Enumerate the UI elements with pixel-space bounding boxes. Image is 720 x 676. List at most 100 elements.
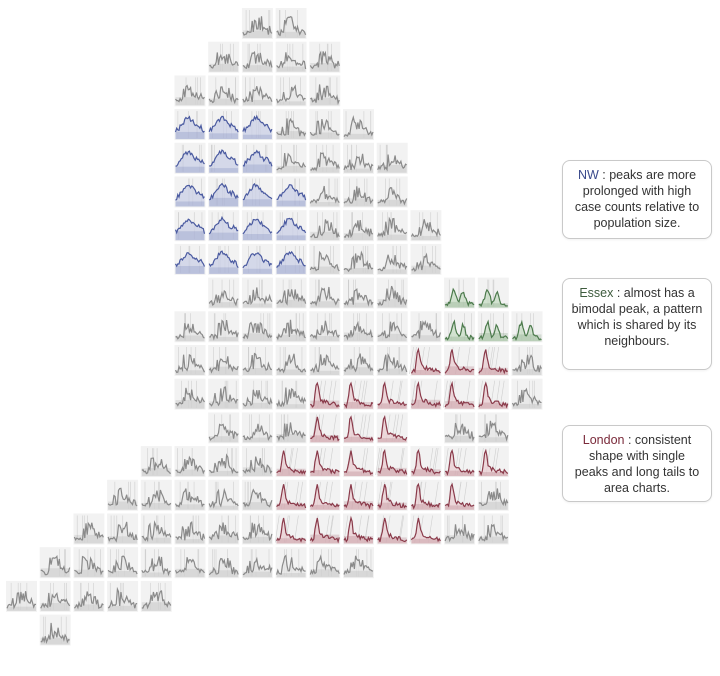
- area-mark: [276, 86, 306, 106]
- series-line: [276, 422, 306, 442]
- cell-gridline: [443, 380, 448, 408]
- cell-gridline: [343, 515, 349, 543]
- series-line: [242, 423, 273, 441]
- series-line: [276, 319, 306, 341]
- baseline-band: [344, 570, 373, 578]
- area-mark: [209, 183, 239, 207]
- baseline-band: [276, 573, 306, 578]
- cell-11-11: [376, 378, 408, 410]
- area-mark: [40, 556, 70, 578]
- cell-3-8: [275, 109, 307, 141]
- cell-14-4: [140, 479, 172, 511]
- series-line: [40, 592, 71, 609]
- area-mark: [209, 320, 239, 342]
- baseline-band: [310, 534, 340, 544]
- series-line: [73, 521, 104, 542]
- cell-9-7: [241, 311, 273, 343]
- baseline-band: [310, 336, 340, 342]
- cell-12-8: [275, 412, 307, 444]
- baseline-band: [276, 334, 306, 342]
- area-mark: [377, 154, 407, 173]
- cell-8-11: [376, 277, 408, 309]
- annotation-essex-text: : almost has a bimodal peak, a pattern w…: [571, 286, 703, 348]
- series-line: [242, 287, 273, 306]
- cell-12-9: [309, 412, 341, 444]
- area-mark: [377, 383, 407, 409]
- series-line: [343, 287, 374, 307]
- cell-11-14: [477, 378, 509, 410]
- cell-4-11: [376, 142, 408, 174]
- baseline-band: [310, 97, 340, 106]
- baseline-band: [141, 468, 171, 477]
- area-mark: [276, 251, 306, 274]
- cell-7-7: [241, 243, 273, 275]
- cell-5-7: [241, 176, 273, 208]
- series-line: [175, 184, 205, 201]
- cell-10-13: [444, 345, 476, 376]
- baseline-band: [478, 536, 508, 544]
- cell-gridline: [446, 380, 451, 408]
- cell-8-9: [309, 277, 341, 309]
- series-line: [242, 321, 273, 340]
- series-line: [242, 149, 273, 167]
- series-line: [276, 84, 306, 104]
- series-line: [309, 554, 340, 575]
- cell-7-12: [410, 243, 442, 275]
- series-line: [377, 216, 408, 238]
- cell-14-12: [410, 479, 442, 511]
- cell-5-11: [376, 176, 408, 208]
- series-line: [377, 415, 408, 441]
- cell-gridline: [294, 515, 299, 543]
- cell-15-5: [174, 513, 206, 545]
- baseline-band: [242, 268, 272, 274]
- baseline-band: [310, 132, 340, 140]
- cell-6-8: [275, 210, 307, 242]
- area-mark: [242, 52, 272, 72]
- area-mark: [209, 387, 239, 409]
- cell-gridline: [428, 448, 434, 476]
- baseline-band: [276, 131, 306, 140]
- area-mark: [242, 150, 272, 173]
- series-line: [141, 457, 172, 475]
- cell-gridline: [479, 448, 484, 476]
- cell-15-12: [409, 513, 442, 545]
- baseline-band: [445, 505, 475, 510]
- area-mark: [276, 153, 306, 173]
- series-line: [174, 218, 206, 235]
- cell-1-9: [309, 41, 341, 73]
- area-mark: [310, 252, 340, 274]
- cell-2-7: [241, 75, 273, 107]
- baseline-band: [175, 335, 205, 342]
- baseline-band: [411, 538, 441, 544]
- series-line: [444, 482, 475, 508]
- baseline-band: [344, 198, 373, 207]
- cell-13-12: [410, 446, 442, 478]
- area-mark: [344, 383, 373, 409]
- series-line: [141, 520, 172, 543]
- series-line: [309, 517, 340, 544]
- annotation-london-text: : consistent shape with single peaks and…: [574, 433, 700, 495]
- series-line: [276, 289, 307, 306]
- series-line: [478, 288, 508, 308]
- baseline-band: [411, 469, 441, 477]
- series-line: [343, 220, 374, 239]
- series-line: [512, 319, 542, 341]
- area-mark: [310, 450, 340, 477]
- series-line: [343, 186, 374, 205]
- baseline-band: [175, 539, 205, 544]
- cell-1-6: [208, 41, 240, 73]
- annotation-essex: Essex : almost has a bimodal peak, a pat…: [562, 278, 712, 370]
- series-line: [512, 354, 543, 373]
- series-line: [175, 150, 205, 167]
- series-line: [276, 353, 307, 374]
- area-mark: [411, 349, 441, 375]
- baseline-band: [242, 402, 272, 409]
- cell-gridline: [298, 481, 303, 509]
- baseline-band: [175, 504, 205, 510]
- area-mark: [175, 219, 205, 241]
- baseline-band: [242, 164, 272, 173]
- area-mark: [276, 289, 306, 308]
- series-line: [410, 347, 441, 374]
- series-line: [141, 489, 172, 509]
- baseline-band: [74, 569, 104, 578]
